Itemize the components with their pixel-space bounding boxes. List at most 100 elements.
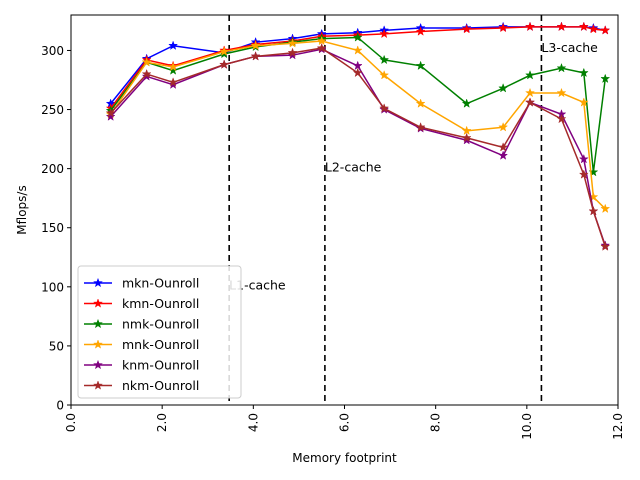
data-point [168, 65, 179, 75]
legend-marker [92, 277, 104, 288]
legend-box [77, 265, 242, 399]
data-point [168, 61, 179, 72]
y-tick-label: 250 [41, 103, 64, 117]
data-point [219, 59, 230, 69]
x-tick-label: 6.0 [338, 413, 352, 432]
data-point [352, 60, 363, 71]
y-tick-label: 200 [41, 162, 64, 176]
data-point [250, 51, 261, 61]
data-point [578, 153, 589, 164]
data-point [415, 60, 426, 71]
cache-lines: L1-cache L2-cache L3-cache [228, 15, 598, 405]
data-point [461, 125, 472, 136]
data-point [578, 97, 589, 107]
data-point [600, 241, 611, 251]
data-point [498, 142, 509, 152]
series-nkm-Ounroll [105, 42, 611, 251]
y-tick-label: 300 [41, 44, 64, 58]
legend-item: mkn-Ounroll [84, 276, 199, 291]
legend-item: mnk-Ounroll [84, 337, 199, 352]
legend-label: kmn-Ounroll [122, 296, 199, 311]
y-tick-label: 150 [41, 221, 64, 235]
data-point [316, 35, 327, 46]
legend-label: mkn-Ounroll [122, 276, 199, 291]
y-tick-label: 0 [56, 399, 64, 413]
legend-label: nmk-Ounroll [122, 317, 199, 332]
data-point [600, 73, 611, 84]
data-point [352, 45, 363, 55]
data-point [600, 203, 611, 214]
data-point [415, 26, 426, 36]
data-point [316, 42, 327, 53]
data-point [219, 46, 230, 56]
data-point [525, 70, 536, 80]
data-point [600, 25, 611, 35]
legend: mkn-Ounroll kmn-Ounroll nmk-Ounroll mnk-Oun… [77, 265, 242, 399]
data-point [141, 68, 152, 79]
x-tick-label: 0.0 [64, 413, 78, 432]
data-point [498, 22, 509, 33]
data-point [352, 67, 363, 78]
data-point [415, 122, 426, 132]
x-tick-label: 4.0 [246, 413, 260, 432]
data-point [588, 23, 599, 34]
legend-marker [92, 298, 104, 308]
data-point [498, 83, 509, 93]
x-axis-label: Memory footprint [292, 451, 397, 465]
legend-marker [92, 318, 104, 329]
legend-label: knm-Ounroll [122, 358, 199, 373]
data-point [287, 47, 298, 58]
cache-label-2: L3-cache [541, 40, 598, 55]
x-tick-label: 12.0 [611, 413, 625, 440]
data-point [141, 57, 152, 67]
data-point [556, 87, 567, 98]
x-tick-label: 10.0 [520, 413, 534, 440]
data-point [578, 169, 589, 179]
y-tick-label: 50 [49, 339, 64, 353]
data-point [105, 107, 116, 118]
legend-label: nkm-Ounroll [122, 378, 199, 393]
data-point [379, 70, 390, 80]
data-point [578, 67, 589, 78]
data-point [105, 111, 116, 121]
y-tick-label: 100 [41, 280, 64, 294]
data-point [168, 40, 179, 50]
legend-item: nmk-Ounroll [84, 317, 199, 332]
legend-marker [92, 380, 104, 390]
data-point [556, 113, 567, 124]
data-point [498, 150, 509, 160]
data-point [556, 21, 567, 32]
x-axis: 0.0 2.0 4.0 6.0 8.0 10.0 12.0 [64, 405, 625, 440]
legend-marker [92, 359, 104, 370]
data-point [250, 40, 261, 50]
data-point [461, 98, 472, 108]
data-point [556, 62, 567, 73]
data-point [352, 32, 363, 42]
y-axis: 0 50 100 150 200 250 300 [41, 44, 71, 413]
legend-label: mnk-Ounroll [122, 337, 199, 352]
data-point [578, 21, 589, 32]
data-point [287, 38, 298, 48]
data-point [461, 132, 472, 143]
data-point [525, 21, 536, 32]
data-point [461, 23, 472, 34]
cache-label-1: L2-cache [325, 159, 382, 174]
x-tick-label: 8.0 [429, 413, 443, 432]
data-point [415, 98, 426, 108]
legend-marker [92, 339, 104, 349]
data-point [525, 97, 536, 107]
x-tick-label: 2.0 [155, 413, 169, 432]
legend-item: knm-Ounroll [84, 358, 199, 373]
data-point [525, 87, 536, 98]
data-point [498, 122, 509, 132]
data-point [379, 28, 390, 39]
data-point [379, 54, 390, 65]
y-axis-label: Mflops/s [15, 185, 29, 234]
data-point [168, 77, 179, 87]
legend-item: nkm-Ounroll [84, 378, 199, 393]
legend-item: kmn-Ounroll [84, 296, 199, 311]
data-point [588, 205, 599, 216]
series-layer [105, 21, 611, 251]
